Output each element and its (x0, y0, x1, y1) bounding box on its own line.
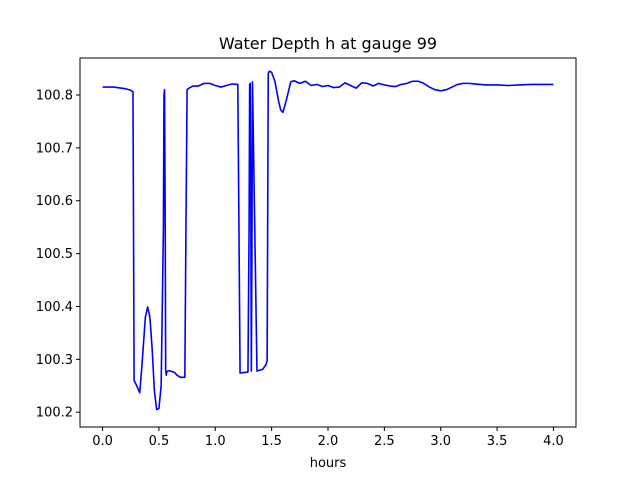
x-axis-ticks: 0.0 0.5 1.0 1.5 2.0 2.5 3.0 3.5 4.0 (92, 427, 564, 449)
x-tick-label: 0.5 (149, 434, 170, 449)
x-tick-label: 2.0 (318, 434, 339, 449)
x-tick-label: 1.5 (261, 434, 282, 449)
series-line-0 (102, 70, 554, 411)
y-tick-label: 100.5 (36, 247, 73, 262)
y-tick-label: 100.3 (36, 353, 73, 368)
axes-frame (79, 57, 577, 428)
y-tick-label: 100.7 (36, 141, 73, 156)
x-tick-label: 3.0 (430, 434, 451, 449)
x-tick-label: 0.0 (92, 434, 113, 449)
chart-title: Water Depth h at gauge 99 (219, 34, 437, 53)
plot-area (79, 57, 577, 428)
x-tick-label: 1.0 (205, 434, 226, 449)
y-tick-label: 100.2 (36, 406, 73, 421)
x-tick-label: 3.5 (487, 434, 508, 449)
y-axis-ticks: 100.2 100.3 100.4 100.5 100.6 100.7 100.8 (36, 89, 80, 421)
y-tick-label: 100.4 (36, 300, 73, 315)
x-tick-label: 2.5 (374, 434, 395, 449)
y-tick-label: 100.8 (36, 89, 73, 104)
y-tick-label: 100.6 (36, 194, 73, 209)
x-tick-label: 4.0 (543, 434, 564, 449)
x-axis-label: hours (310, 456, 347, 471)
